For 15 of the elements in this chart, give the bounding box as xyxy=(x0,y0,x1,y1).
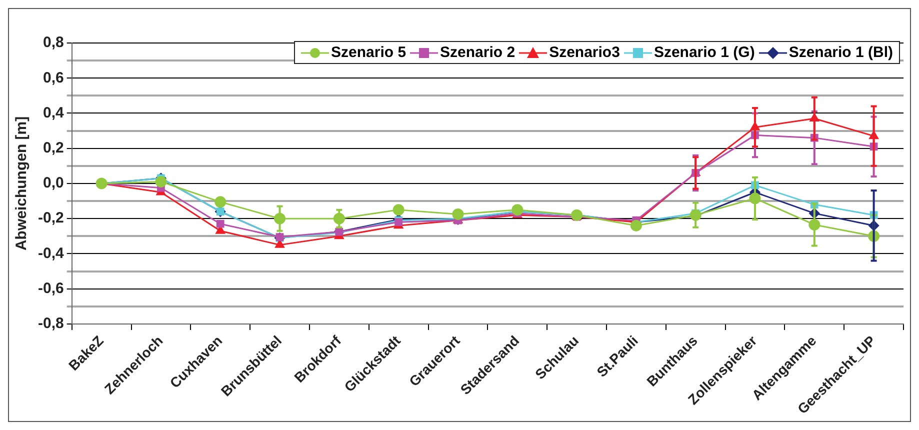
legend-label: Szenario 1 (Bl) xyxy=(788,44,893,61)
y-axis-title: Abweichungen [m] xyxy=(13,116,30,251)
y-tick-label: 0,6 xyxy=(42,69,64,86)
y-tick-label: -0,6 xyxy=(38,280,64,297)
y-tick-label: -0,8 xyxy=(38,315,64,332)
legend-label: Szenario 2 xyxy=(440,44,516,61)
y-tick-label: -0,2 xyxy=(38,210,64,227)
y-tick-label: 0,2 xyxy=(42,139,64,156)
legend-label: Szenario 5 xyxy=(331,44,406,61)
y-tick-label: 0,0 xyxy=(42,174,64,192)
legend-label: Szenario3 xyxy=(549,44,620,61)
legend-label: Szenario 1 (G) xyxy=(654,44,755,61)
y-tick-label: -0,4 xyxy=(38,244,64,262)
y-tick-label: 0,8 xyxy=(42,34,64,52)
y-tick-label: 0,4 xyxy=(42,104,64,122)
